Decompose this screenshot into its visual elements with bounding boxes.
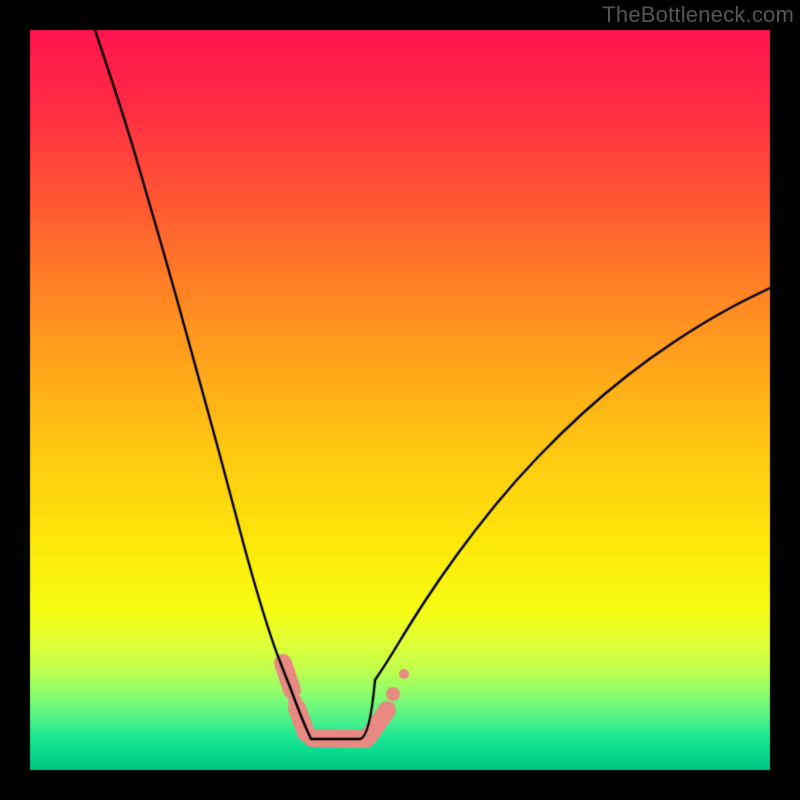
chart-overlay bbox=[0, 0, 800, 800]
